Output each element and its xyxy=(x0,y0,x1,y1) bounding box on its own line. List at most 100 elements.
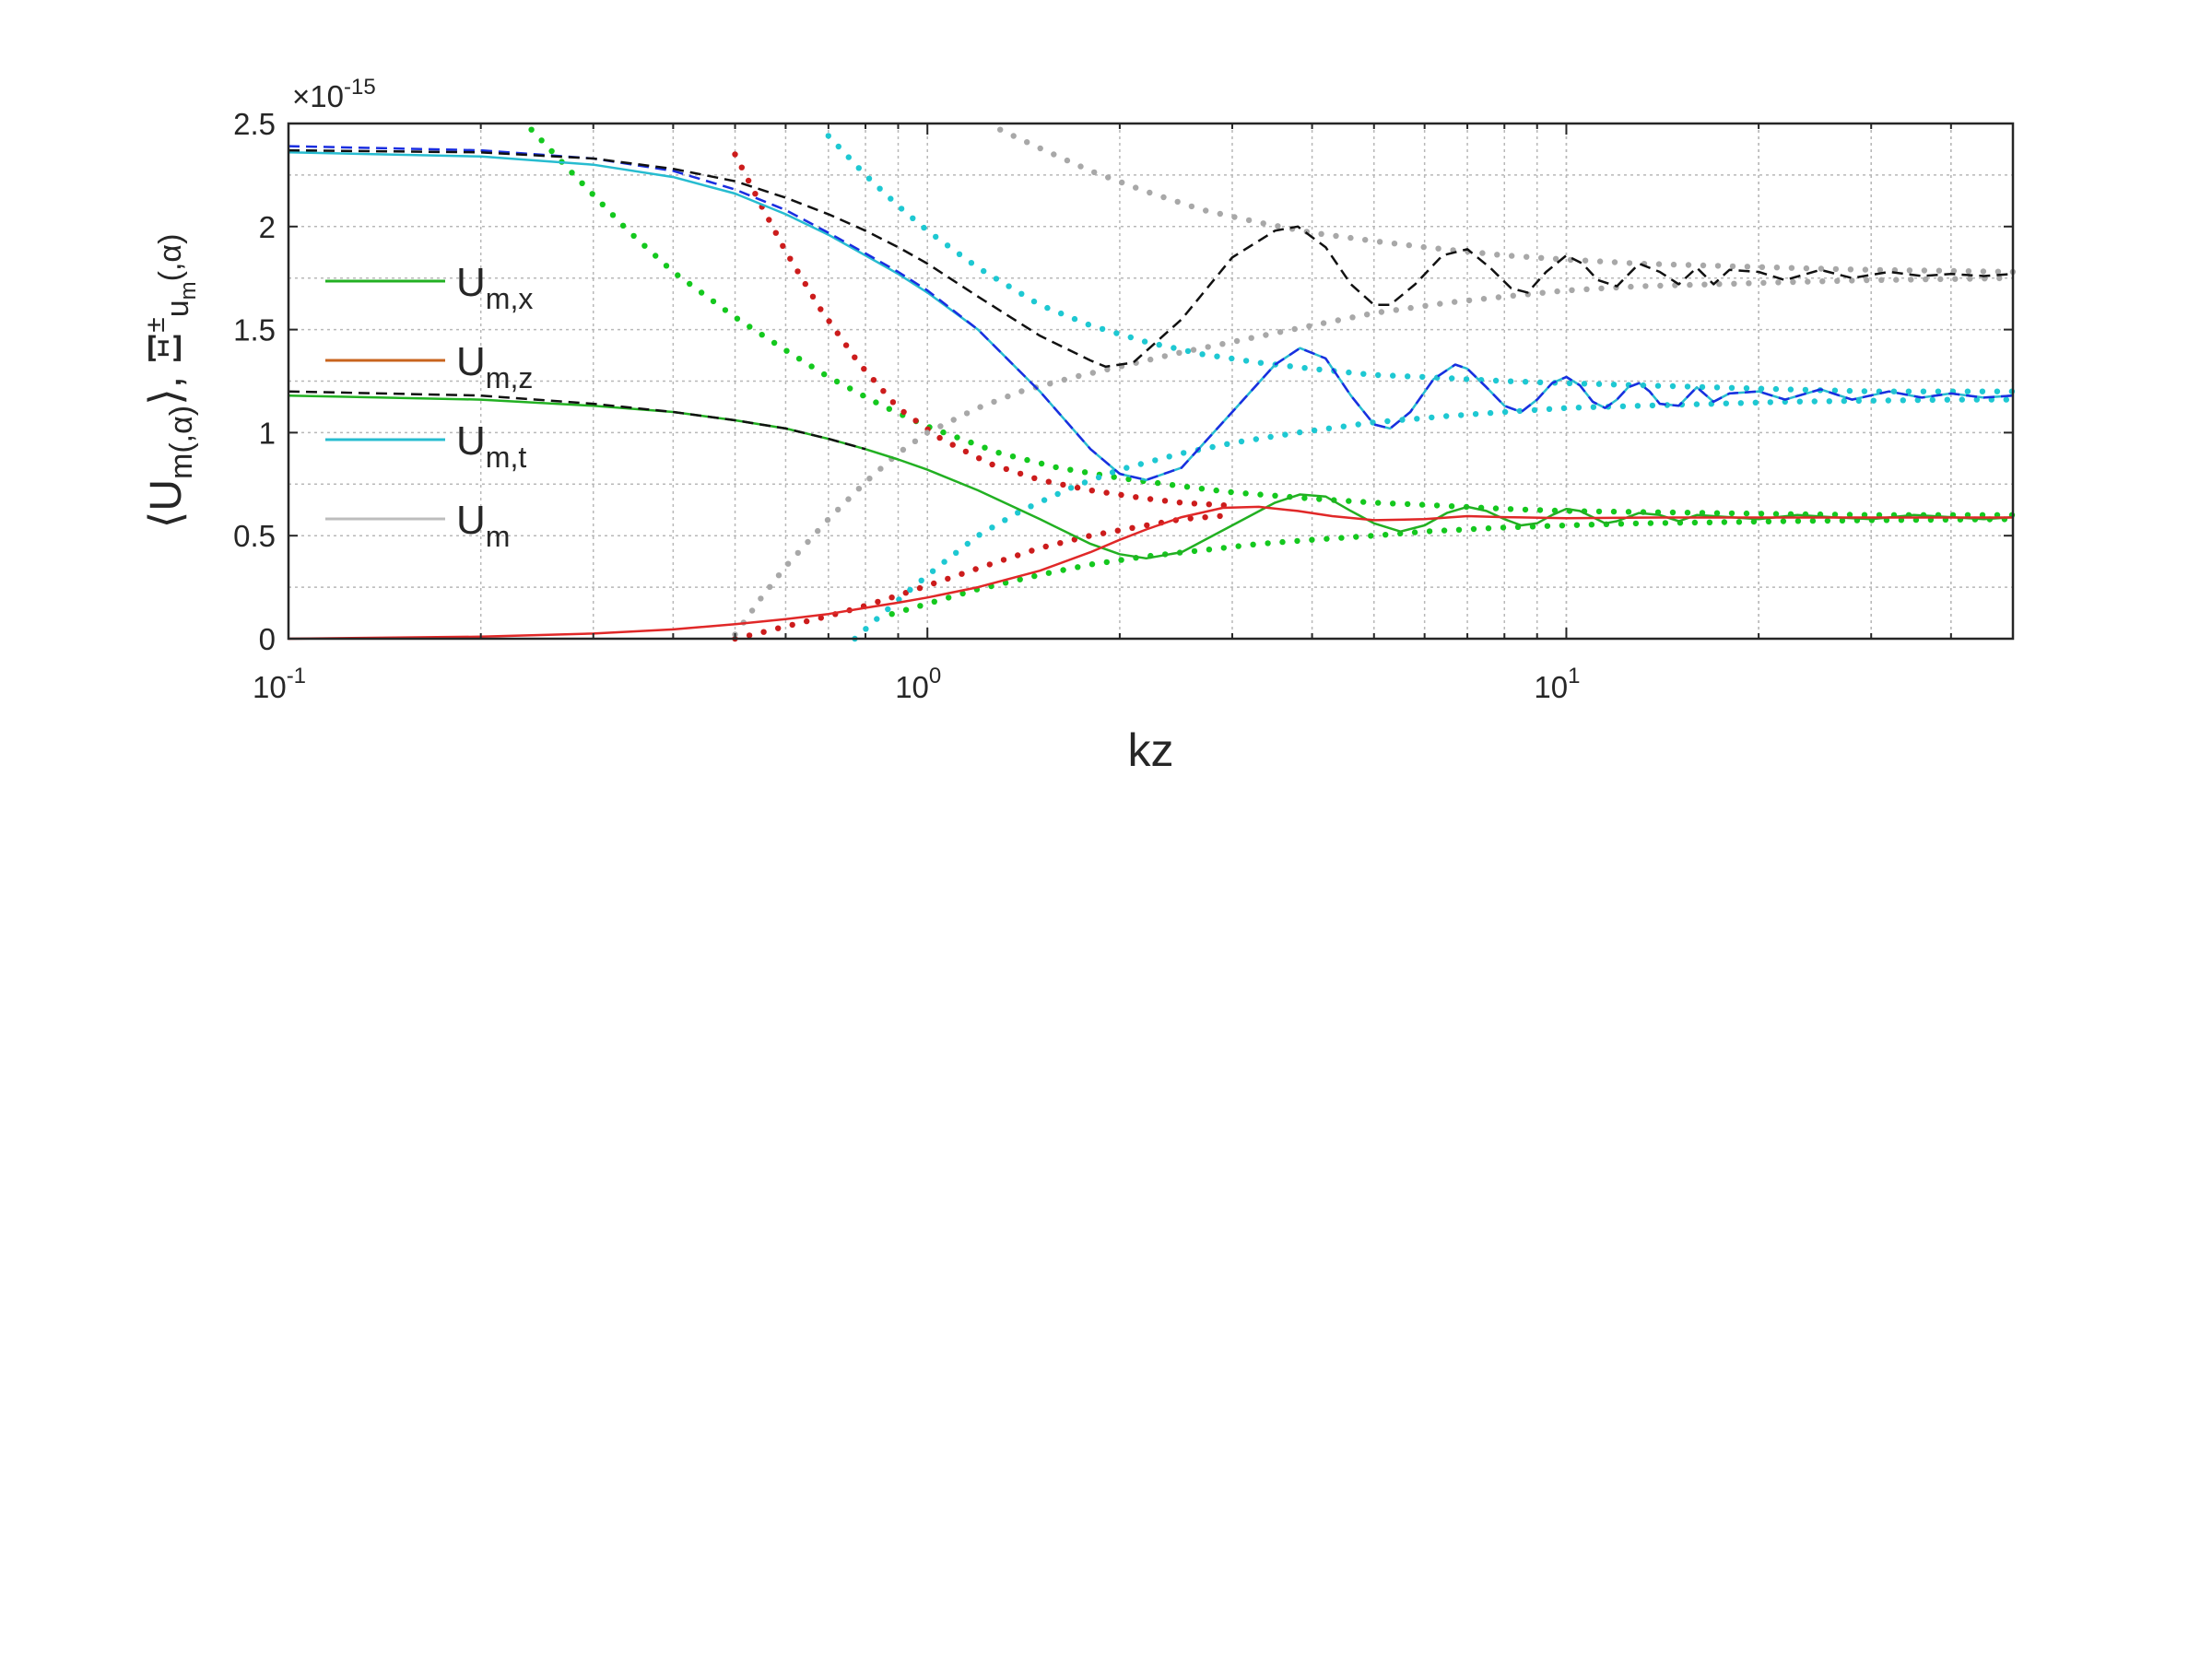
envelope-point xyxy=(977,404,983,410)
envelope-point xyxy=(1507,506,1514,512)
envelope-point xyxy=(1472,411,1479,418)
envelope-point xyxy=(1113,330,1120,336)
envelope-point xyxy=(1864,276,1870,284)
envelope-point xyxy=(1238,438,1245,445)
envelope-point xyxy=(1301,495,1308,501)
envelope-point xyxy=(1318,230,1324,237)
envelope-point xyxy=(1169,482,1176,488)
envelope-point xyxy=(1669,509,1677,516)
envelope-point xyxy=(863,626,869,632)
envelope-point xyxy=(1790,278,1796,286)
envelope-point xyxy=(1064,157,1071,164)
envelope-point xyxy=(1758,511,1765,517)
envelope-point xyxy=(1294,537,1300,545)
envelope-point xyxy=(1684,383,1691,390)
envelope-point xyxy=(1552,255,1559,262)
envelope-point xyxy=(1003,465,1010,473)
envelope-point xyxy=(1119,179,1125,186)
envelope-point xyxy=(1152,457,1159,464)
y-axis-label: ⟨Um(,α)⟩, Ξ±um(,α) xyxy=(140,234,201,529)
envelope-point xyxy=(1346,498,1352,504)
envelope-point xyxy=(767,583,773,590)
legend-entry: Um,x xyxy=(325,260,533,315)
envelope-point xyxy=(1129,524,1135,531)
envelope-point xyxy=(589,191,595,197)
envelope-point xyxy=(1081,479,1088,486)
envelope-point xyxy=(964,540,971,547)
envelope-point xyxy=(1187,515,1194,522)
envelope-point xyxy=(874,616,880,622)
envelope-point xyxy=(870,377,877,383)
envelope-point xyxy=(1176,349,1182,356)
envelope-point xyxy=(1849,277,1855,284)
envelope-point xyxy=(997,126,1004,133)
envelope-point xyxy=(1114,527,1122,534)
envelope-point xyxy=(780,242,786,249)
envelope-point xyxy=(1306,323,1312,329)
envelope-point xyxy=(902,606,910,613)
envelope-point xyxy=(1693,401,1700,407)
envelope-point xyxy=(900,408,907,416)
envelope-point xyxy=(968,439,974,446)
envelope-point xyxy=(826,318,832,324)
envelope-point xyxy=(1405,500,1411,508)
envelope-point xyxy=(1662,520,1669,526)
envelope-point xyxy=(1054,490,1061,498)
envelope-point xyxy=(1191,547,1198,555)
envelope-point xyxy=(1378,309,1385,315)
envelope-point xyxy=(1287,363,1293,370)
envelope-point xyxy=(538,137,545,144)
envelope-point xyxy=(835,506,841,513)
envelope-point xyxy=(1282,431,1288,438)
envelope-point xyxy=(772,229,779,236)
envelope-point xyxy=(1492,377,1500,384)
envelope-point xyxy=(641,242,648,249)
envelope-point xyxy=(1024,139,1030,146)
envelope-point xyxy=(1229,355,1235,362)
axes-box xyxy=(287,122,2015,641)
envelope-point xyxy=(1253,436,1260,442)
envelope-point xyxy=(1214,353,1220,359)
envelope-point xyxy=(794,549,801,557)
envelope-point xyxy=(1539,289,1546,296)
envelope-point xyxy=(1118,491,1124,499)
envelope-point xyxy=(1257,491,1264,498)
envelope-point xyxy=(1053,464,1059,471)
envelope-point xyxy=(898,206,905,212)
envelope-point xyxy=(995,450,1002,456)
envelope-point xyxy=(1088,561,1096,568)
envelope-point xyxy=(1384,418,1391,425)
envelope-point xyxy=(1362,237,1369,243)
envelope-point xyxy=(889,399,897,406)
envelope-point xyxy=(1559,523,1566,529)
envelope-point xyxy=(1213,487,1219,494)
envelope-point xyxy=(912,418,919,424)
envelope-point xyxy=(1485,525,1492,532)
envelope-point xyxy=(1081,469,1088,476)
envelope-point xyxy=(1684,510,1691,516)
envelope-point xyxy=(1595,508,1603,515)
envelope-point xyxy=(1728,384,1735,391)
envelope-point xyxy=(1018,388,1025,394)
envelope-point xyxy=(1746,280,1752,287)
envelope-point xyxy=(1147,496,1154,502)
envelope-point xyxy=(910,215,916,221)
envelope-point xyxy=(936,434,943,441)
envelope-point xyxy=(931,580,937,587)
envelope-point xyxy=(748,607,756,614)
envelope-point xyxy=(1642,283,1649,289)
envelope-point xyxy=(1340,423,1347,429)
envelope-point xyxy=(1338,535,1345,541)
envelope-point xyxy=(824,517,831,524)
envelope-point xyxy=(1199,351,1206,358)
envelope-point xyxy=(1393,307,1400,313)
svg-text:⟨Um(,α)⟩, Ξ±um(,α): ⟨Um(,α)⟩, Ξ±um(,α) xyxy=(140,234,201,529)
y-axis-exponent: ×10-15 xyxy=(292,75,376,113)
envelope-point xyxy=(1632,520,1640,527)
envelope-point xyxy=(1744,264,1751,270)
envelope-point xyxy=(1846,387,1853,394)
envelope-point xyxy=(1729,263,1736,270)
legend-label: Um,t xyxy=(456,418,526,474)
envelope-point xyxy=(1133,184,1139,191)
